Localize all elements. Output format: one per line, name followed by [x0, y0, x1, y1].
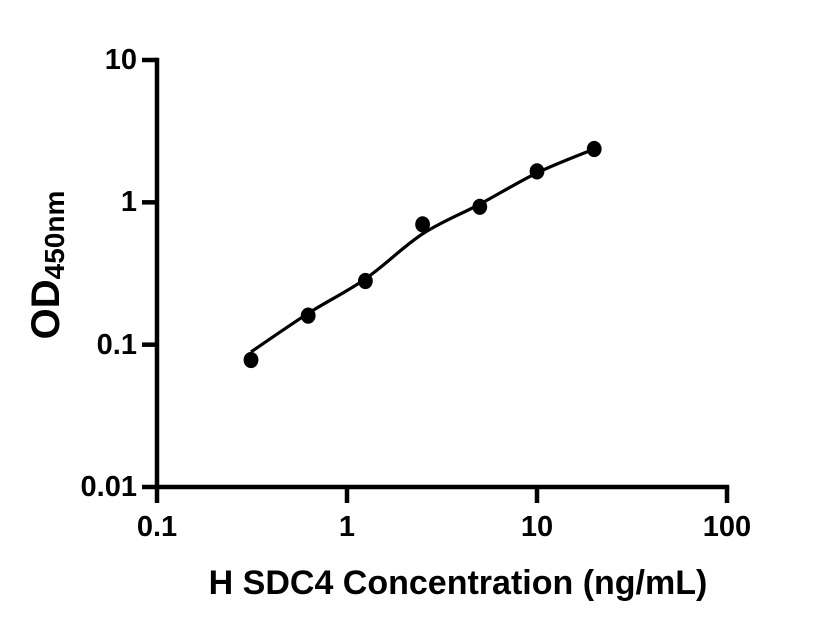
x-tick-label: 10	[520, 511, 554, 543]
y-tick-label: 10	[104, 44, 137, 76]
x-tick-label: 1	[338, 511, 356, 543]
y-tick-label: 0.1	[96, 328, 137, 361]
data-point-marker	[472, 198, 488, 215]
data-point-marker	[358, 272, 373, 290]
data-point-marker	[243, 351, 259, 369]
y-tick-label: 0.01	[80, 471, 137, 503]
x-tick-label: 0.1	[136, 511, 178, 543]
data-point-marker	[586, 140, 602, 158]
data-point-marker	[415, 216, 430, 233]
x-tick-label: 100	[702, 511, 752, 543]
data-point-marker	[529, 163, 545, 180]
x-axis-title: H SDC4 Concentration (ng/mL)	[208, 564, 708, 602]
data-point-marker	[300, 307, 316, 324]
fit-curve-line	[250, 147, 595, 354]
y-tick-label: 1	[120, 186, 137, 219]
